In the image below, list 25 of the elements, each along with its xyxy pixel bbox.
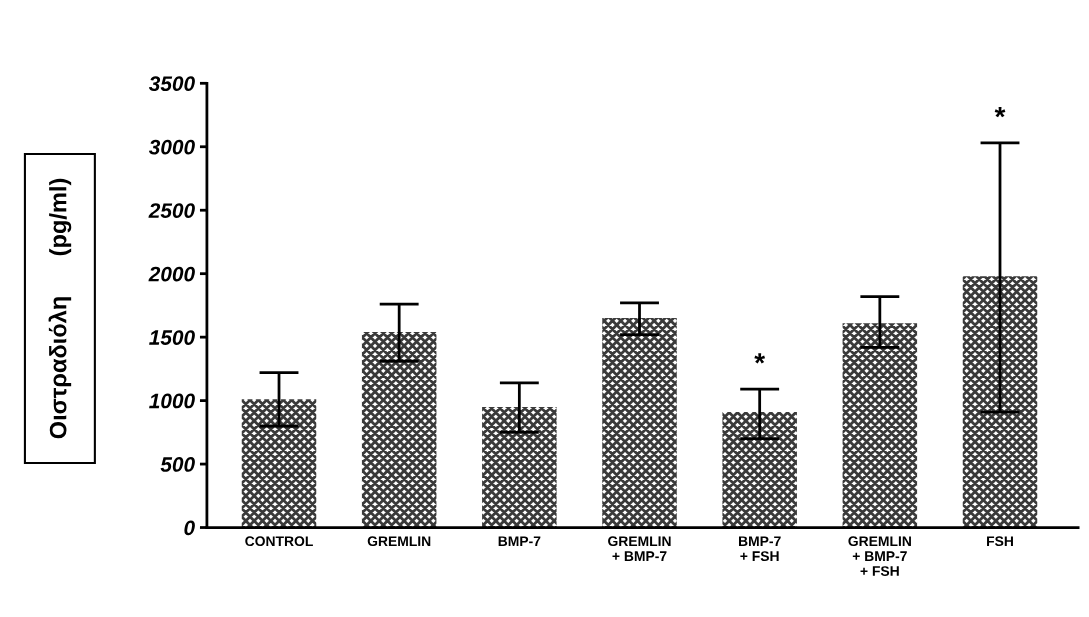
y-tick-label: 2000 [148, 266, 195, 282]
y-tick-label: 500 [160, 457, 195, 472]
x-tick-label: FSH [987, 536, 1013, 547]
x-tick-label: CONTROL [245, 536, 313, 547]
y-tick-label: 2500 [148, 203, 195, 218]
bar [602, 318, 677, 528]
y-tick-label: 1000 [149, 393, 195, 409]
x-tick-label: GREMLIN + BMP-7 [608, 536, 671, 561]
y-tick-label: 1500 [149, 330, 195, 345]
annotation: * [754, 353, 766, 364]
y-axis-title: Οιστραδιόλη (pg/ml) [48, 178, 72, 439]
x-tick-label: GREMLIN [367, 536, 431, 547]
bar [361, 332, 437, 528]
annotation: * [994, 106, 1006, 118]
bar [241, 399, 317, 528]
y-tick-label: 3500 [148, 76, 195, 92]
bar [482, 406, 557, 528]
bar [722, 412, 797, 528]
y-tick-label: 3000 [148, 139, 195, 155]
y-tick-label: 0 [184, 520, 195, 536]
x-tick-label: GREMLIN + BMP-7 + FSH [848, 536, 911, 576]
bar [962, 276, 1038, 528]
x-tick-label: BMP-7 + FSH [738, 536, 781, 562]
x-tick-label: BMP-7 [498, 536, 541, 546]
bar [842, 323, 918, 528]
